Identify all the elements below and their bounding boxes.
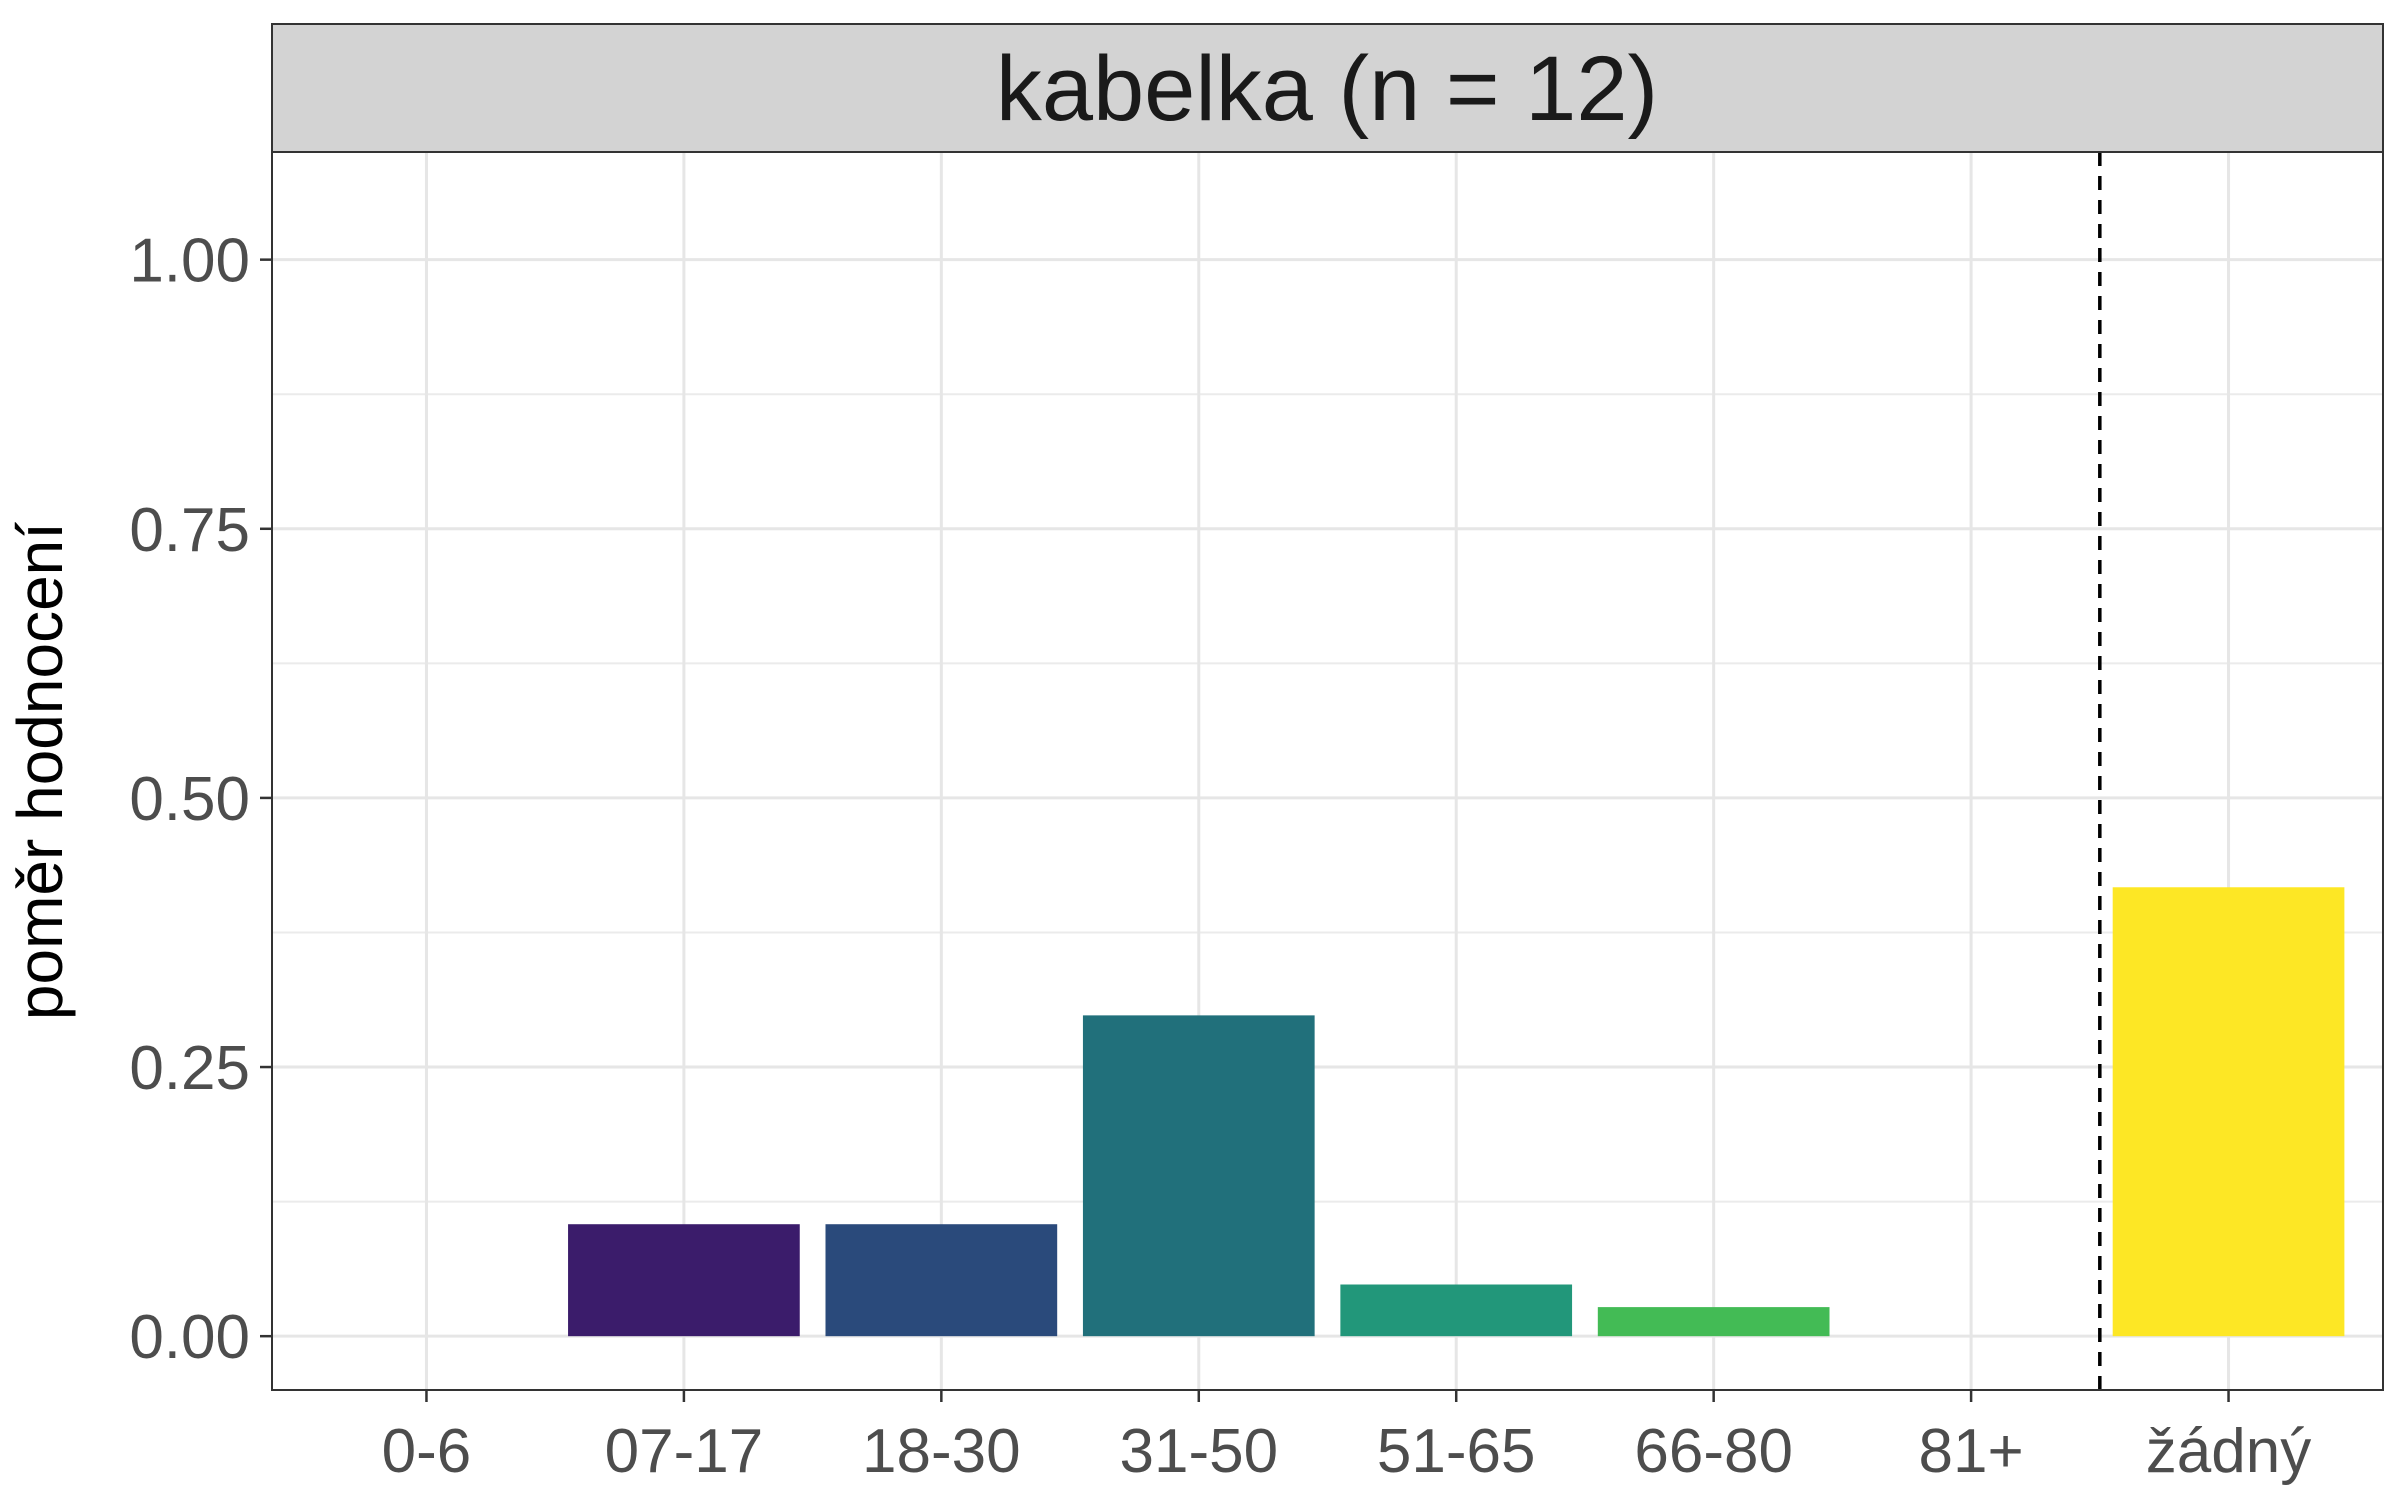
x-tick-label: 51-65 xyxy=(1377,1417,1536,1486)
bar-18-30 xyxy=(825,1224,1058,1337)
bar-07-17 xyxy=(568,1224,800,1337)
bar-51-65 xyxy=(1340,1284,1573,1337)
y-tick-label: 0.25 xyxy=(129,1034,250,1103)
x-tick-label: 07-17 xyxy=(605,1417,764,1486)
grid-layer xyxy=(272,152,2383,1390)
facet-title: kabelka (n = 12) xyxy=(996,38,1658,140)
x-tick-label: 31-50 xyxy=(1119,1417,1278,1486)
x-tick-label: 18-30 xyxy=(862,1417,1021,1486)
panel-border xyxy=(271,151,2384,1391)
y-axis: 0.00 0.25 0.50 0.75 1.00 xyxy=(129,227,272,1372)
y-axis-label: poměr hodnocení xyxy=(4,522,76,1020)
bar-žádný xyxy=(2112,887,2345,1337)
y-tick-label: 0.75 xyxy=(129,496,250,565)
x-tick-label: 81+ xyxy=(1919,1417,2024,1486)
x-tick-label: 0-6 xyxy=(382,1417,472,1486)
y-tick-label: 0.00 xyxy=(129,1303,250,1372)
facet-strip: kabelka (n = 12) xyxy=(271,23,2384,153)
y-tick-label: 1.00 xyxy=(129,227,250,296)
x-axis: 0-6 07-17 18-30 31-50 51-65 66-80 81+ žádný xyxy=(382,1390,2311,1486)
bar-layer xyxy=(568,887,2345,1337)
x-tick-label: žádný xyxy=(2146,1417,2311,1486)
bar-31-50 xyxy=(1082,1015,1315,1337)
y-tick-label: 0.50 xyxy=(129,765,250,834)
facet-strip-background xyxy=(271,23,2384,153)
x-tick-label: 66-80 xyxy=(1634,1417,1793,1486)
bar-66-80 xyxy=(1597,1307,1830,1337)
